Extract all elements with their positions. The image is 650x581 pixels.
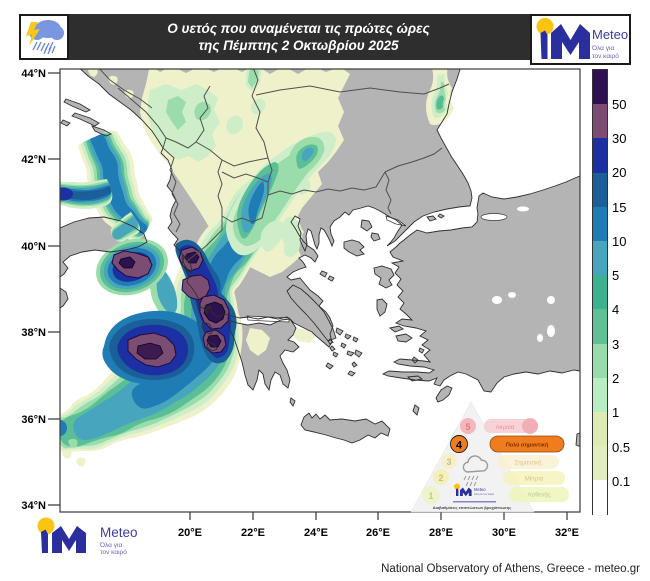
svg-text:Meteo: Meteo	[592, 27, 628, 42]
svg-text:Meteo: Meteo	[474, 487, 486, 492]
svg-text:Όλα για: Όλα για	[99, 542, 122, 549]
svg-text:Όλα για: Όλα για	[591, 45, 614, 52]
svg-text:National Observatory of Athens: National Observatory of Athens, Greece -…	[381, 563, 640, 575]
svg-text:20°E: 20°E	[178, 527, 202, 539]
svg-text:Μέτρια: Μέτρια	[525, 476, 544, 483]
svg-text:22°E: 22°E	[241, 527, 265, 539]
svg-text:40°N: 40°N	[21, 241, 46, 253]
svg-text:5: 5	[465, 422, 470, 432]
svg-text:26°E: 26°E	[366, 527, 390, 539]
svg-text:Διαβαθμίσεις επιπτώσεων βροχόπ: Διαβαθμίσεις επιπτώσεων βροχόπτωσης	[433, 505, 512, 510]
svg-text:τον καιρό: τον καιρό	[592, 52, 619, 60]
svg-text:3: 3	[446, 457, 451, 467]
svg-text:Άλα για τον καιρό: Άλα για τον καιρό	[474, 492, 495, 496]
svg-text:2: 2	[438, 473, 443, 483]
svg-text:36°N: 36°N	[21, 414, 46, 426]
svg-text:28°E: 28°E	[429, 527, 453, 539]
svg-text:Πολύ σημαντική: Πολύ σημαντική	[506, 443, 549, 449]
svg-text:Ασθενής: Ασθενής	[528, 492, 551, 499]
svg-text:42°N: 42°N	[21, 154, 46, 166]
svg-text:4: 4	[456, 440, 463, 452]
svg-text:τον καιρό: τον καιρό	[100, 548, 127, 556]
svg-text:32°E: 32°E	[555, 527, 579, 539]
svg-text:44°N: 44°N	[21, 68, 46, 80]
svg-text:1: 1	[428, 491, 433, 501]
svg-text:24°E: 24°E	[304, 527, 328, 539]
svg-text:30°E: 30°E	[492, 527, 516, 539]
svg-text:34°N: 34°N	[21, 500, 46, 512]
svg-text:Σημαντική: Σημαντική	[514, 460, 541, 467]
svg-text:Ακραία: Ακραία	[496, 425, 515, 431]
svg-text:38°N: 38°N	[21, 327, 46, 339]
svg-text:Meteo: Meteo	[100, 525, 138, 540]
